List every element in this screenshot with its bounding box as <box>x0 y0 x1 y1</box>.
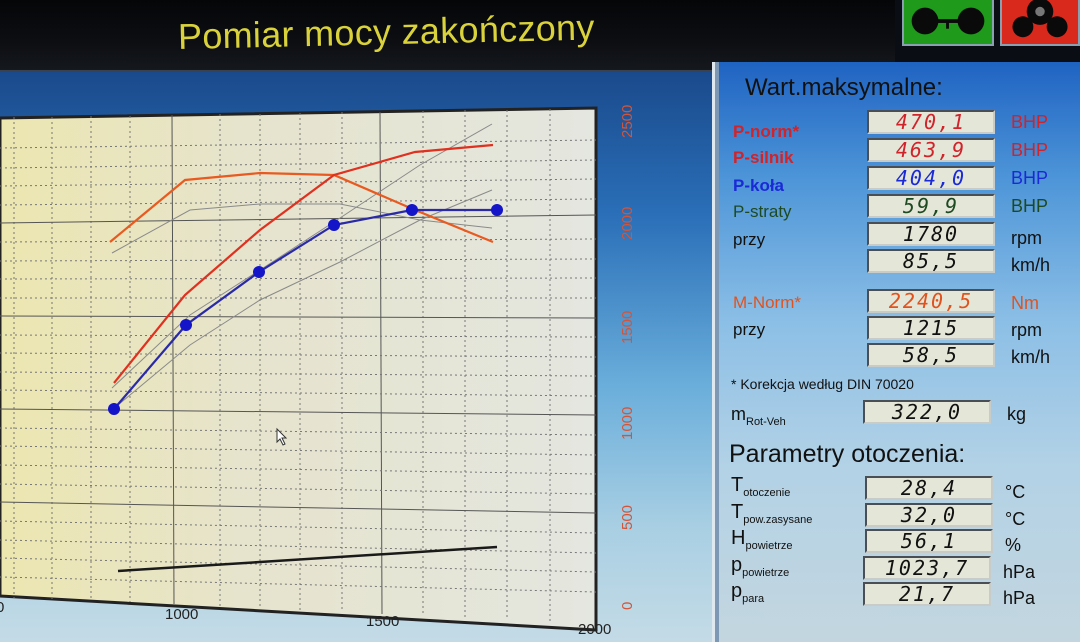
power-chart: 0 1000 1500 2000 0 500 1000 1500 2000 25… <box>0 105 636 638</box>
x-tick-1500: 1500 <box>366 613 399 630</box>
row-torque-speed: 58,5 km/h <box>729 343 1080 367</box>
grid <box>0 109 597 622</box>
air-pressure-unit: hPa <box>1003 562 1036 582</box>
t-intake-unit: °C <box>1005 509 1026 529</box>
p-norm-unit: BHP <box>1011 112 1049 132</box>
p-kola-label: P-koła <box>733 176 785 195</box>
y-tick-1000: 1000 <box>619 407 636 440</box>
p-straty-value: 59,9 <box>867 194 995 218</box>
power-speed-unit: km/h <box>1011 255 1051 275</box>
y-tick-2500: 2500 <box>619 105 636 138</box>
y-tick-0: 0 <box>619 602 636 610</box>
title-bar: Pomiar mocy zakończony <box>0 0 895 72</box>
vapor-pressure-unit: hPa <box>1003 588 1036 608</box>
results-panel: Wart.maksymalne: P-norm* 470,1 BHP P-sil… <box>712 62 1080 642</box>
t-ambient-value: 28,4 <box>865 476 993 500</box>
x-tick-1000: 1000 <box>165 606 198 623</box>
humidity-unit: % <box>1005 535 1022 555</box>
air-pressure-value: 1023,7 <box>863 556 991 580</box>
roller-dumbbell-icon <box>911 7 985 35</box>
humidity-label: Hpowietrze <box>731 527 793 552</box>
row-mass: mRot-Veh 322,0 kg <box>729 400 1080 428</box>
vapor-pressure-label: ppara <box>731 580 765 605</box>
loss-curve <box>117 545 498 573</box>
torque-rpm-unit: rpm <box>1011 320 1042 340</box>
row-power-speed: 85,5 km/h <box>729 249 1080 275</box>
row-vapor-pressure: ppara 21,7 hPa <box>729 580 1080 608</box>
x-tick-2000: 2000 <box>578 621 611 638</box>
torque-rpm-value: 1215 <box>867 316 995 340</box>
power-wheel-curve <box>113 208 497 410</box>
row-torque-rpm: przy 1215 rpm <box>729 316 1080 340</box>
mouse-cursor-icon <box>276 427 288 446</box>
m-norm-label: M-Norm* <box>733 293 801 312</box>
power-speed-value: 85,5 <box>867 249 995 273</box>
humidity-value: 56,1 <box>865 529 993 553</box>
p-straty-unit: BHP <box>1011 196 1049 216</box>
brake-button[interactable] <box>1000 0 1080 46</box>
t-intake-label: Tpow.zasysane <box>731 501 813 526</box>
p-silnik-label: P-silnik <box>733 148 794 167</box>
max-values-heading: Wart.maksymalne: <box>745 74 943 101</box>
p-norm-label: P-norm* <box>733 122 800 141</box>
power-rpm-unit: rpm <box>1011 228 1042 248</box>
page-title: Pomiar mocy zakończony <box>177 6 596 57</box>
t-ambient-label: Totoczenie <box>731 474 791 499</box>
y-tick-2000: 2000 <box>619 207 636 240</box>
t-ambient-unit: °C <box>1005 482 1026 502</box>
power-rpm-value: 1780 <box>867 222 995 246</box>
y-tick-500: 500 <box>619 505 636 530</box>
row-p-silnik: P-silnik 463,9 BHP <box>729 138 1080 167</box>
row-p-straty: P-straty 59,9 BHP <box>729 194 1080 221</box>
mass-unit: kg <box>1007 404 1027 424</box>
x-tick-edge: 0 <box>0 599 4 616</box>
row-air-pressure: ppowietrze 1023,7 hPa <box>729 554 1080 582</box>
p-norm-value: 470,1 <box>867 110 995 134</box>
p-silnik-value: 463,9 <box>867 138 995 162</box>
p-kola-unit: BHP <box>1011 168 1049 188</box>
p-silnik-unit: BHP <box>1011 140 1049 160</box>
m-norm-value: 2240,5 <box>867 289 995 313</box>
power-norm-curve <box>113 143 494 384</box>
p-kola-value: 404,0 <box>867 166 995 190</box>
row-t-intake: Tpow.zasysane 32,0 °C <box>729 501 1080 529</box>
torque-curve <box>109 171 494 244</box>
torque-speed-value: 58,5 <box>867 343 995 367</box>
torque-speed-unit: km/h <box>1011 347 1051 367</box>
row-t-ambient: Totoczenie 28,4 °C <box>729 474 1080 502</box>
mass-label: mRot-Veh <box>731 404 786 428</box>
roller-button[interactable] <box>902 0 994 46</box>
vapor-pressure-value: 21,7 <box>863 582 991 606</box>
reference-curves <box>111 123 493 406</box>
row-humidity: Hpowietrze 56,1 % <box>729 527 1080 555</box>
plot-area <box>0 106 598 632</box>
y-tick-1500: 1500 <box>619 311 636 344</box>
power-rpm-label: przy <box>733 230 766 249</box>
torque-rpm-label: przy <box>733 320 766 339</box>
m-norm-unit: Nm <box>1011 293 1039 313</box>
row-power-rpm: przy 1780 rpm <box>729 222 1080 249</box>
power-wheel-markers <box>108 204 503 415</box>
environment-heading: Parametry otoczenia: <box>729 440 966 468</box>
row-p-norm: P-norm* 470,1 BHP <box>729 110 1080 141</box>
t-intake-value: 32,0 <box>865 503 993 527</box>
row-m-norm: M-Norm* 2240,5 Nm <box>729 289 1080 313</box>
mass-value: 322,0 <box>863 400 991 424</box>
p-straty-label: P-straty <box>733 202 792 221</box>
air-pressure-label: ppowietrze <box>731 554 790 579</box>
three-roller-icon <box>1012 0 1068 38</box>
din-correction-note: * Korekcja według DIN 70020 <box>731 376 914 392</box>
row-p-kola: P-koła 404,0 BHP <box>729 166 1080 195</box>
